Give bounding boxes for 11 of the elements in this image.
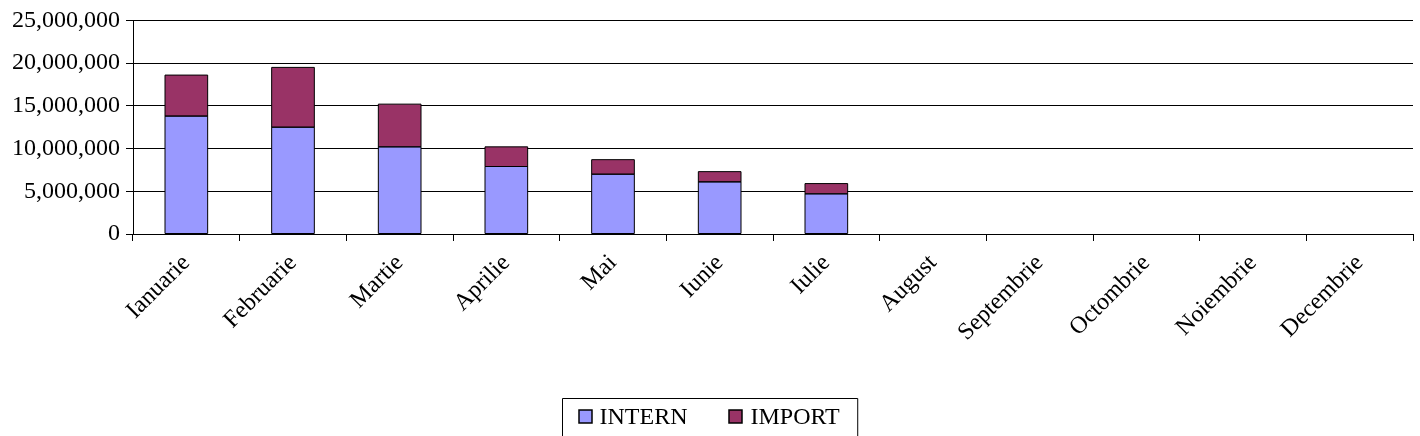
legend-label: IMPORT bbox=[750, 402, 841, 429]
y-tick-label: 10,000,000 bbox=[12, 133, 120, 160]
x-tick-label: Iunie bbox=[674, 248, 728, 303]
y-tick-label: 15,000,000 bbox=[12, 91, 120, 118]
y-tick-label: 20,000,000 bbox=[12, 48, 120, 75]
x-tick-label: Mai bbox=[575, 248, 622, 295]
y-tick-label: 5,000,000 bbox=[24, 176, 120, 203]
x-tick-label: Iulie bbox=[784, 248, 835, 299]
y-tick-label: 0 bbox=[108, 219, 120, 246]
y-tick-label: 25,000,000 bbox=[12, 5, 120, 32]
legend-label: INTERN bbox=[599, 402, 688, 429]
